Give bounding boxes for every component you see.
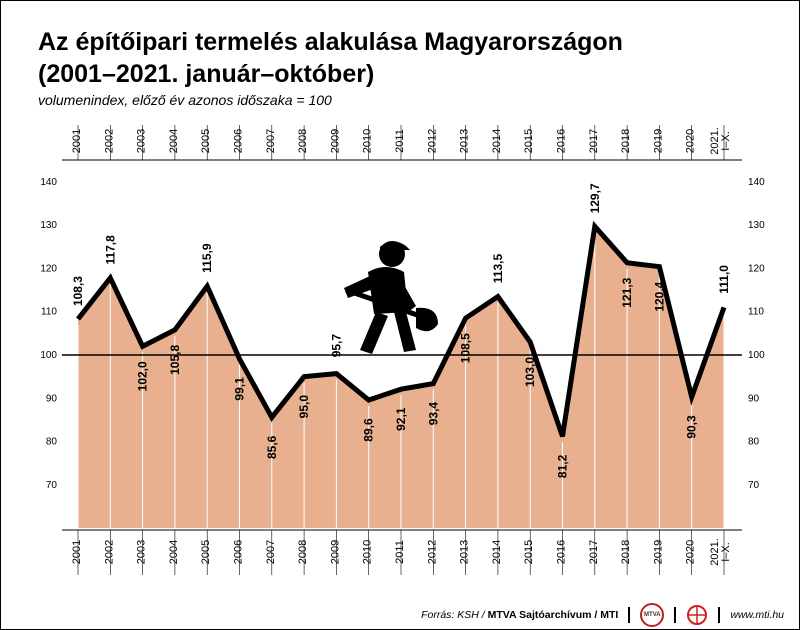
mti-logo-icon xyxy=(687,605,708,625)
y-tick-label-right: 120 xyxy=(748,263,765,274)
x-tick-label-bottom: 2009 xyxy=(329,540,341,564)
x-tick-label-top: 2007 xyxy=(265,129,277,153)
x-tick-label-bottom: 2012 xyxy=(426,540,438,564)
x-tick-label-bottom: 2007 xyxy=(265,540,277,564)
data-label: 113,5 xyxy=(491,254,505,284)
y-tick-label-right: 90 xyxy=(748,393,760,404)
separator xyxy=(628,607,631,623)
x-tick-label-top: 2020 xyxy=(685,129,697,153)
y-tick-label-left: 80 xyxy=(46,437,58,448)
x-tick-label-bottom: 2015 xyxy=(523,540,535,564)
data-label: 102,0 xyxy=(136,361,150,391)
series-line xyxy=(76,220,727,438)
x-tick-label-bottom: 2017 xyxy=(588,540,600,564)
x-tick-label-top: 2009 xyxy=(329,129,341,153)
x-tick-label-bottom: 2016 xyxy=(556,540,568,564)
x-tick-label-bottom: 2005 xyxy=(200,540,212,564)
y-tick-label-right: 130 xyxy=(748,220,765,231)
x-tick-label-top: 2019 xyxy=(652,129,664,153)
x-tick-label-top: 2005 xyxy=(200,129,212,153)
x-tick-label-top: 2002 xyxy=(103,129,115,153)
data-label: 89,6 xyxy=(362,418,376,442)
y-tick-label-right: 100 xyxy=(748,350,765,361)
x-tick-label-top: 2006 xyxy=(233,129,245,153)
x-tick-label-top: 2003 xyxy=(136,129,148,153)
source-text: Forrás: KSH / MTVA Sajtóarchívum / MTI xyxy=(421,609,619,621)
x-tick-label-bottom: 2019 xyxy=(652,540,664,564)
chart-subtitle: volumenindex, előző év azonos időszaka =… xyxy=(38,92,332,108)
data-label: 115,9 xyxy=(200,243,214,273)
x-tick-label-top: 2021.I–X. xyxy=(709,127,732,155)
x-tick-label-top: 2017 xyxy=(588,129,600,153)
data-label: 111,0 xyxy=(717,265,731,294)
x-tick-label-top: 2014 xyxy=(491,129,503,153)
x-tick-label-top: 2015 xyxy=(523,129,535,153)
y-tick-label-left: 90 xyxy=(46,393,58,404)
x-tick-label-bottom: 2001 xyxy=(71,540,83,564)
x-tick-label-top: 2010 xyxy=(362,129,374,153)
data-label: 121,3 xyxy=(620,277,634,307)
url-text: www.mti.hu xyxy=(730,609,784,621)
x-tick-label-top: 2018 xyxy=(620,129,632,153)
x-tick-label-top: 2001 xyxy=(71,129,83,153)
x-tick-label-bottom: 2011 xyxy=(394,540,406,564)
x-tick-label-top: 2008 xyxy=(297,129,309,153)
y-tick-label-right: 80 xyxy=(748,437,760,448)
x-tick-label-top: 2011 xyxy=(394,129,406,153)
separator xyxy=(718,607,721,623)
x-tick-label-bottom: 2003 xyxy=(136,540,148,564)
x-tick-label-bottom: 2006 xyxy=(233,540,245,564)
x-tick-label-bottom: 2004 xyxy=(168,540,180,564)
data-label: 95,0 xyxy=(297,395,311,419)
data-label: 117,8 xyxy=(103,235,117,265)
y-tick-label-right: 110 xyxy=(748,307,764,318)
x-tick-label-bottom: 2002 xyxy=(103,540,115,564)
x-tick-label-top: 2013 xyxy=(459,129,471,153)
y-tick-label-left: 120 xyxy=(40,263,57,274)
y-tick-label-right: 70 xyxy=(748,480,760,491)
data-label: 99,1 xyxy=(233,377,247,401)
x-tick-label-top: 2004 xyxy=(168,129,180,153)
x-tick-label-bottom: 2021.I–X. xyxy=(709,538,732,566)
data-label: 85,6 xyxy=(265,435,279,459)
data-label: 90,3 xyxy=(685,415,699,439)
y-tick-label-left: 140 xyxy=(40,177,57,188)
separator xyxy=(674,607,677,623)
x-tick-label-top: 2016 xyxy=(556,129,568,153)
data-label: 108,5 xyxy=(459,333,473,363)
x-tick-label-bottom: 2014 xyxy=(491,540,503,564)
mtva-logo-icon: MTVA xyxy=(640,603,665,627)
y-tick-label-left: 110 xyxy=(41,307,57,318)
data-label: 95,7 xyxy=(329,334,343,358)
y-tick-label-left: 100 xyxy=(40,350,57,361)
data-label: 108,3 xyxy=(71,276,85,306)
data-label: 92,1 xyxy=(394,407,408,431)
data-label: 93,4 xyxy=(426,402,440,426)
y-tick-label-left: 70 xyxy=(46,480,58,491)
data-label: 81,2 xyxy=(556,454,570,478)
y-tick-label-right: 140 xyxy=(748,177,765,188)
data-label: 120,4 xyxy=(652,281,666,311)
x-tick-label-bottom: 2010 xyxy=(362,540,374,564)
construction-worker-shovel-icon xyxy=(344,241,438,354)
y-tick-label-left: 130 xyxy=(40,220,57,231)
data-label: 129,7 xyxy=(588,183,602,213)
x-tick-label-bottom: 2013 xyxy=(459,540,471,564)
x-tick-label-bottom: 2020 xyxy=(685,540,697,564)
x-tick-label-top: 2012 xyxy=(426,129,438,153)
data-label: 103,0 xyxy=(523,357,537,387)
x-tick-label-bottom: 2018 xyxy=(620,540,632,564)
footer: Forrás: KSH / MTVA Sajtóarchívum / MTI M… xyxy=(421,603,784,627)
x-tick-label-bottom: 2008 xyxy=(297,540,309,564)
data-label: 105,8 xyxy=(168,345,182,375)
chart-title: Az építőipari termelés alakulása Magyaro… xyxy=(38,28,623,88)
